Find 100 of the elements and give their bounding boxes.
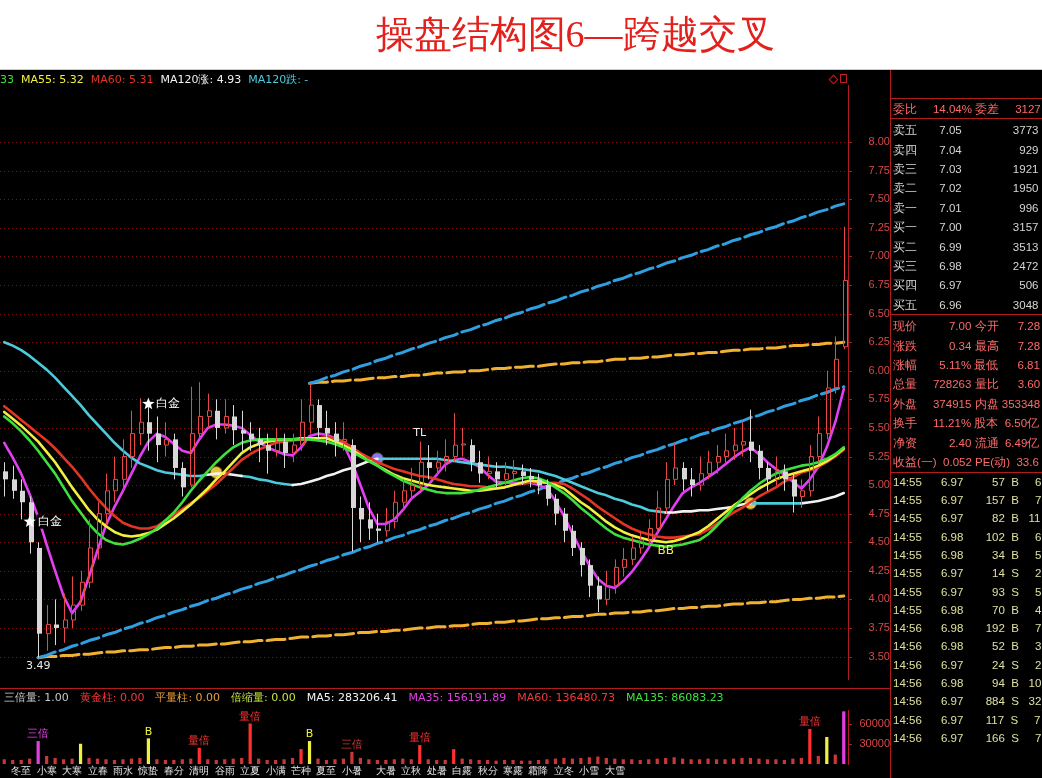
- y-tick-label: 6.50: [868, 306, 890, 319]
- y-tick-label: 60000: [859, 716, 890, 729]
- x-tick-label: 大寒: [62, 764, 83, 776]
- text: 3.49: [25, 659, 51, 673]
- y-tick-label: 5.50: [868, 420, 890, 433]
- text: 买一 7.00 3157: [893, 220, 1039, 235]
- x-tick-label: 立春: [87, 764, 108, 776]
- text: 买二 6.99 3513: [893, 239, 1039, 254]
- text: 外盘 374915 内盘 353348: [893, 396, 1041, 411]
- x-tick-label: 立冬: [553, 764, 574, 776]
- x-tick-label: 芒种: [291, 764, 312, 776]
- x-tick-label: 雨水: [112, 764, 133, 776]
- x-tick-label: 惊蛰: [137, 764, 159, 776]
- y-tick-label: 5.25: [868, 449, 890, 462]
- text: 14:55 6.98 102 B 6: [893, 530, 1042, 545]
- y-tick-label: 4.50: [868, 535, 890, 548]
- text: 14:56 6.98 192 B 7: [893, 622, 1042, 637]
- y-tick-label: 6.75: [868, 278, 890, 291]
- text: MA60: 5.31: [90, 73, 154, 86]
- text: MA5: 283206.41: [306, 691, 398, 704]
- text: 黄金柱: 0.00: [79, 691, 145, 704]
- text: 14:55 6.98 70 B 4: [893, 603, 1042, 618]
- text: 净资 2.40 流通 6.49亿: [893, 435, 1040, 450]
- data-label: B: [305, 727, 314, 741]
- text: 卖五 7.05 3773: [893, 123, 1039, 138]
- data-label: B: [144, 724, 153, 738]
- y-tick-label: 5.75: [868, 392, 890, 405]
- x-tick-label: 大暑: [375, 764, 396, 776]
- y-tick-label: 8.00: [868, 135, 890, 148]
- text: 卖一 7.01 996: [893, 200, 1039, 215]
- text: 14:55 6.97 157 B 7: [893, 494, 1042, 509]
- x-tick-label: 小雪: [579, 764, 600, 776]
- text: 买五 6.96 3048: [893, 297, 1039, 312]
- text: 14:55 6.98 34 B 5: [893, 548, 1042, 563]
- text: MA55: 5.32: [21, 73, 84, 86]
- text: 买三 6.98 2472: [893, 258, 1039, 273]
- data-label: 量倍: [188, 734, 211, 748]
- text: 14:56 6.98 52 B 3: [893, 640, 1042, 655]
- x-tick-label: 立秋: [401, 764, 422, 776]
- y-tick-label: 4.00: [868, 592, 890, 605]
- text: TL: [413, 426, 427, 439]
- x-tick-label: 立夏: [240, 764, 261, 776]
- x-tick-label: 夏至: [316, 764, 337, 776]
- text: 委比 14.04% 委差 3127: [893, 101, 1041, 116]
- y-tick-label: 3.50: [868, 649, 890, 662]
- y-tick-label: 6.25: [868, 335, 890, 348]
- text: 14:56 6.97 884 S 32: [893, 695, 1042, 710]
- y-tick-label: 4.25: [868, 563, 890, 576]
- text: 14:56 6.97 117 S 7: [893, 713, 1041, 728]
- text: 三倍量: 1.00: [4, 691, 69, 704]
- data-label: 白金: [37, 513, 62, 528]
- text: 卖三 7.03 1921: [893, 161, 1039, 176]
- data-label: BB: [657, 543, 674, 558]
- text: 14:56 6.97 24 S 2: [893, 658, 1042, 673]
- x-tick-label: 霜降: [528, 764, 549, 776]
- text: 换手 11.21% 股本 6.50亿: [893, 416, 1040, 431]
- x-tick-label: 冬至: [11, 764, 32, 776]
- y-tick-label: 7.50: [868, 192, 890, 205]
- x-tick-label: 清明: [189, 764, 210, 776]
- data-label: 三倍: [340, 738, 363, 752]
- text: 卖二 7.02 1950: [893, 181, 1039, 196]
- data-label: 量倍: [239, 709, 262, 723]
- text: MA120跌: -: [248, 73, 309, 86]
- text: MA120涨: 4.93: [160, 73, 242, 86]
- text: 14:56 6.97 166 S 7: [893, 731, 1042, 746]
- text: 总量 728263 量比 3.60: [893, 377, 1041, 392]
- chart-title: 操盘结构图6—跨越交叉: [374, 12, 776, 56]
- y-tick-label: 7.75: [868, 163, 890, 176]
- y-tick-label: 5.00: [868, 478, 890, 491]
- text: 平量柱: 0.00: [155, 691, 221, 704]
- text: 33: [0, 73, 14, 86]
- x-tick-label: 白露: [452, 764, 473, 776]
- text: 倍缩量: 0.00: [231, 691, 296, 704]
- data-label: 量倍: [798, 715, 821, 729]
- x-tick-label: 大雪: [604, 764, 625, 776]
- x-tick-label: 处暑: [426, 764, 447, 776]
- text: 收益(一) 0.052 PE(动) 33.6: [893, 454, 1039, 469]
- y-tick-label: 4.75: [868, 506, 890, 519]
- x-tick-label: 小寒: [36, 764, 57, 776]
- text: 买四 6.97 506: [893, 278, 1039, 293]
- x-tick-label: 谷雨: [214, 764, 235, 776]
- y-tick-label: 7.00: [868, 249, 890, 262]
- text: MA35: 156191.89: [408, 691, 507, 704]
- x-tick-label: 小满: [265, 764, 286, 776]
- x-tick-label: 春分: [163, 764, 184, 776]
- text: 14:55 6.97 93 S 5: [893, 585, 1042, 600]
- text: 14:55 6.97 82 B 11: [893, 512, 1041, 527]
- y-tick-label: 30000: [859, 736, 890, 749]
- text: 14:56 6.98 94 B 10: [893, 677, 1042, 692]
- text: MA135: 86083.23: [625, 691, 724, 704]
- x-tick-label: 寒露: [503, 764, 524, 776]
- text: 14:55 6.97 57 B 6: [893, 475, 1042, 490]
- text: 14:55 6.97 14 S 2: [893, 567, 1042, 582]
- data-label: 三倍: [27, 727, 50, 741]
- text: 卖四 7.04 929: [893, 142, 1039, 157]
- text: 涨幅 5.11% 最低 6.81: [893, 357, 1040, 372]
- x-tick-label: 秋分: [477, 764, 498, 776]
- text: 现价 7.00 今开 7.28: [893, 319, 1041, 334]
- x-tick-label: 小暑: [341, 764, 362, 776]
- y-tick-label: 6.00: [868, 363, 890, 376]
